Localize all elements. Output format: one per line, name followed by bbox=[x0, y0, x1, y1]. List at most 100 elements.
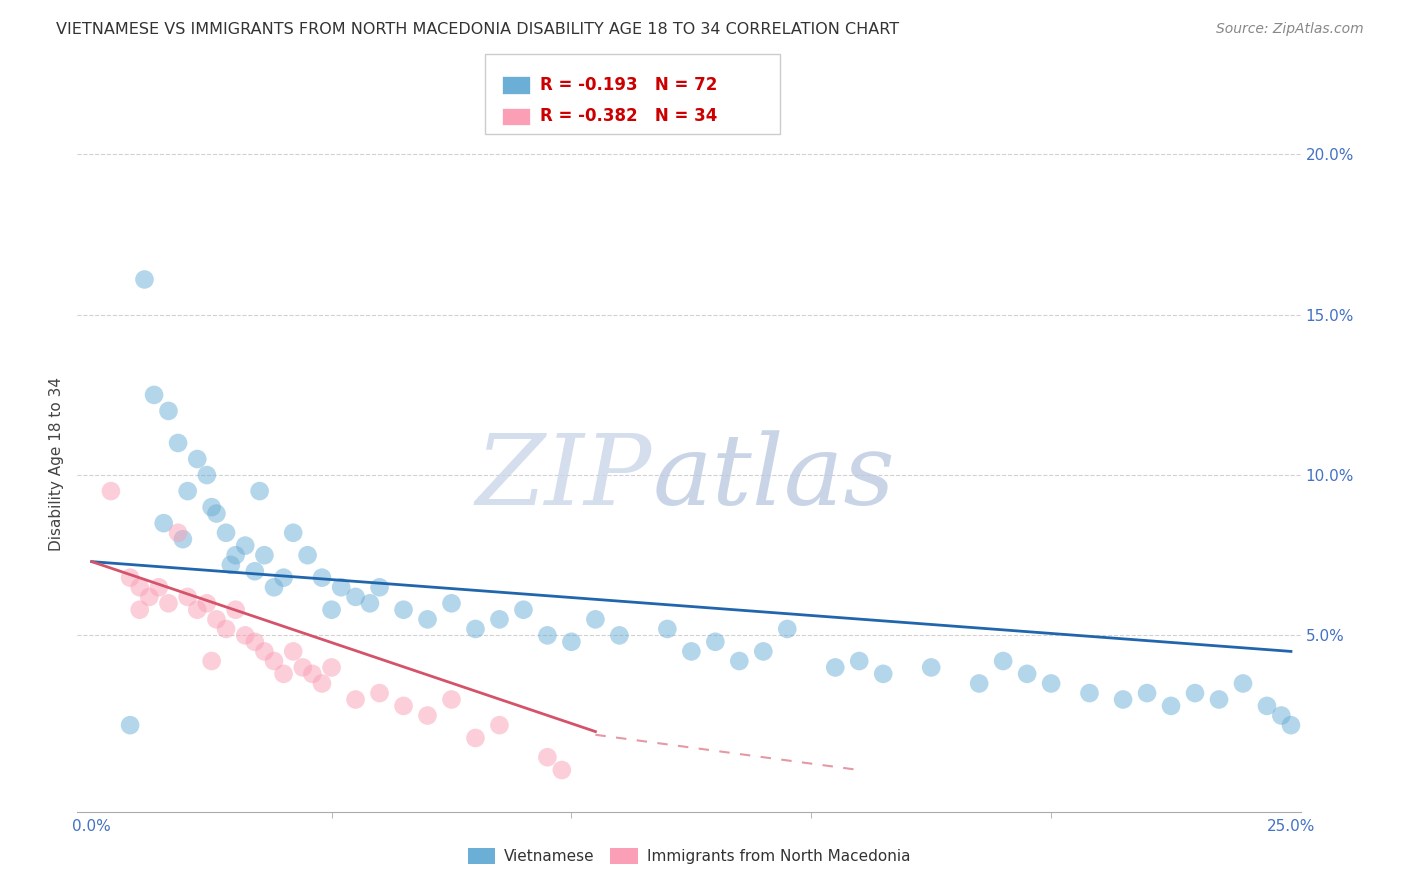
Point bbox=[368, 686, 391, 700]
Point bbox=[283, 525, 305, 540]
Point bbox=[205, 507, 228, 521]
Point bbox=[233, 628, 256, 642]
Point bbox=[143, 388, 166, 402]
Point bbox=[273, 571, 295, 585]
Point bbox=[176, 484, 198, 499]
Point bbox=[157, 596, 180, 610]
Point bbox=[1160, 698, 1182, 713]
Point bbox=[186, 603, 208, 617]
Point bbox=[872, 666, 894, 681]
Point bbox=[368, 580, 391, 594]
Point bbox=[148, 580, 170, 594]
Text: R = -0.193   N = 72: R = -0.193 N = 72 bbox=[540, 76, 717, 94]
Point bbox=[681, 644, 703, 658]
Point bbox=[392, 603, 415, 617]
Point bbox=[233, 539, 256, 553]
Point bbox=[440, 596, 463, 610]
Point bbox=[344, 692, 367, 706]
Point bbox=[1270, 708, 1292, 723]
Point bbox=[1136, 686, 1159, 700]
Point bbox=[752, 644, 775, 658]
Point bbox=[330, 580, 353, 594]
Point bbox=[464, 622, 486, 636]
Point bbox=[273, 666, 295, 681]
Point bbox=[138, 590, 160, 604]
Point bbox=[301, 666, 323, 681]
Point bbox=[205, 612, 228, 626]
Point bbox=[1256, 698, 1278, 713]
Point bbox=[321, 603, 343, 617]
Text: atlas: atlas bbox=[652, 430, 896, 525]
Point bbox=[167, 436, 190, 450]
Point bbox=[253, 548, 276, 562]
Point bbox=[253, 644, 276, 658]
Point bbox=[225, 548, 247, 562]
Point bbox=[225, 603, 247, 617]
Point bbox=[134, 272, 156, 286]
Point bbox=[967, 676, 990, 690]
Point bbox=[157, 404, 180, 418]
Text: R = -0.382   N = 34: R = -0.382 N = 34 bbox=[540, 108, 717, 126]
Legend: Vietnamese, Immigrants from North Macedonia: Vietnamese, Immigrants from North Macedo… bbox=[461, 842, 917, 871]
Point bbox=[416, 612, 439, 626]
Point bbox=[440, 692, 463, 706]
Point bbox=[392, 698, 415, 713]
Point bbox=[311, 676, 333, 690]
Point bbox=[1232, 676, 1254, 690]
Point bbox=[657, 622, 679, 636]
Y-axis label: Disability Age 18 to 34: Disability Age 18 to 34 bbox=[49, 376, 65, 551]
Point bbox=[152, 516, 174, 530]
Point bbox=[167, 525, 190, 540]
Point bbox=[215, 622, 238, 636]
Text: VIETNAMESE VS IMMIGRANTS FROM NORTH MACEDONIA DISABILITY AGE 18 TO 34 CORRELATIO: VIETNAMESE VS IMMIGRANTS FROM NORTH MACE… bbox=[56, 22, 900, 37]
Point bbox=[1017, 666, 1039, 681]
Point bbox=[100, 484, 122, 499]
Point bbox=[583, 612, 606, 626]
Point bbox=[536, 628, 558, 642]
Point bbox=[201, 500, 224, 515]
Point bbox=[920, 660, 942, 674]
Text: ZIP: ZIP bbox=[477, 430, 652, 525]
Point bbox=[283, 644, 305, 658]
Point bbox=[249, 484, 271, 499]
Point bbox=[195, 468, 218, 483]
Point bbox=[176, 590, 198, 604]
Point bbox=[1399, 731, 1406, 745]
Point bbox=[1367, 731, 1389, 745]
Point bbox=[311, 571, 333, 585]
Point bbox=[172, 532, 194, 546]
Point bbox=[291, 660, 314, 674]
Point bbox=[297, 548, 319, 562]
Point bbox=[186, 452, 208, 467]
Point bbox=[344, 590, 367, 604]
Point bbox=[728, 654, 751, 668]
Point bbox=[1351, 718, 1374, 732]
Point bbox=[195, 596, 218, 610]
Point bbox=[704, 634, 727, 648]
Point bbox=[128, 580, 150, 594]
Point bbox=[560, 634, 582, 648]
Point bbox=[120, 718, 142, 732]
Point bbox=[359, 596, 381, 610]
Point bbox=[536, 750, 558, 764]
Point bbox=[416, 708, 439, 723]
Point bbox=[1040, 676, 1063, 690]
Point bbox=[243, 564, 266, 578]
Point bbox=[1078, 686, 1101, 700]
Point bbox=[1303, 708, 1326, 723]
Point bbox=[321, 660, 343, 674]
Point bbox=[1184, 686, 1206, 700]
Text: Source: ZipAtlas.com: Source: ZipAtlas.com bbox=[1216, 22, 1364, 37]
Point bbox=[1279, 718, 1302, 732]
Point bbox=[512, 603, 534, 617]
Point bbox=[1112, 692, 1135, 706]
Point bbox=[488, 612, 510, 626]
Point bbox=[488, 718, 510, 732]
Point bbox=[824, 660, 846, 674]
Point bbox=[848, 654, 870, 668]
Point bbox=[1327, 724, 1350, 739]
Point bbox=[991, 654, 1014, 668]
Point bbox=[776, 622, 799, 636]
Point bbox=[120, 571, 142, 585]
Point bbox=[551, 763, 574, 777]
